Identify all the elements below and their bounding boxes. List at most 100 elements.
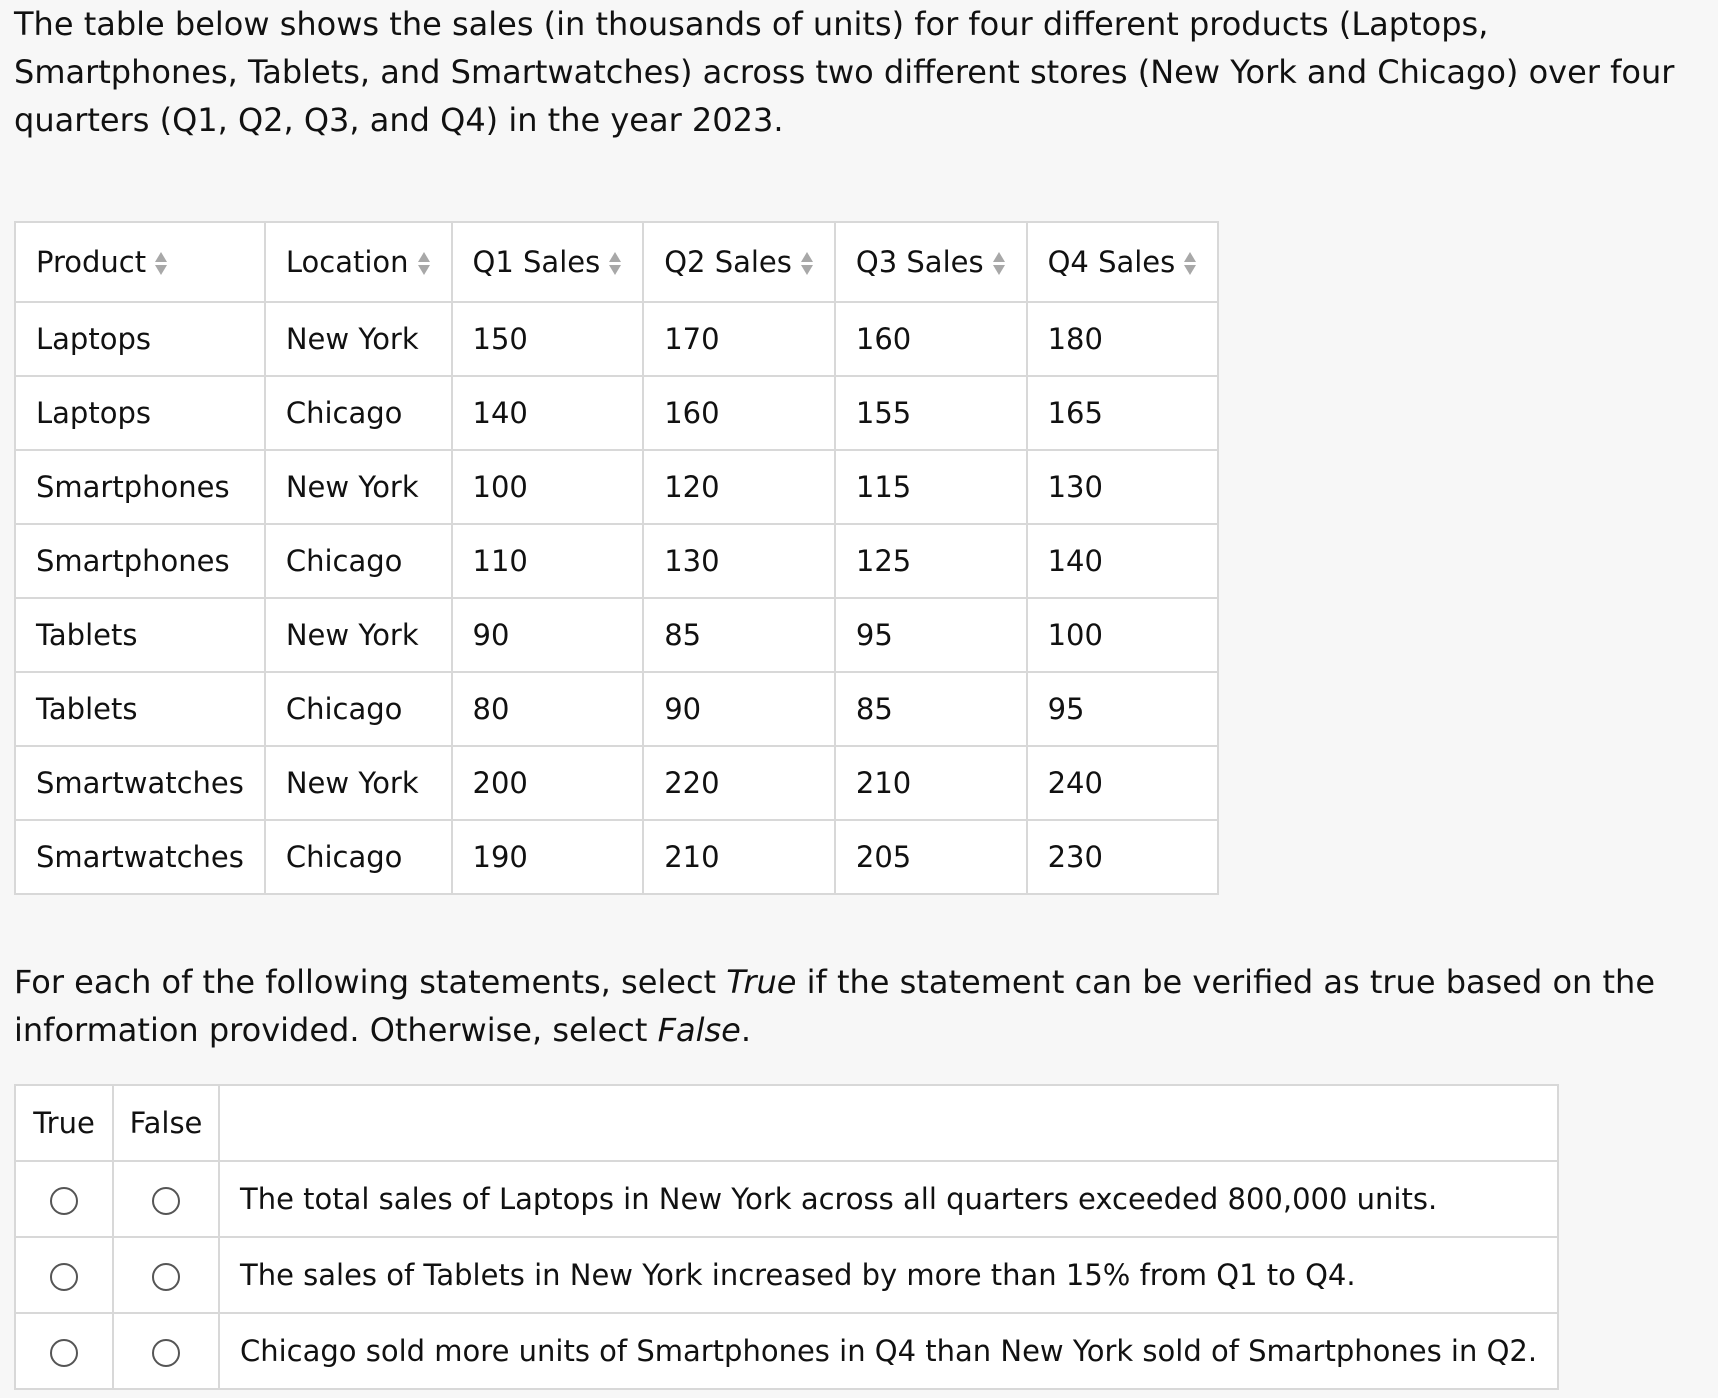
cell-q3-sales: 160 — [833, 301, 1028, 377]
statement-text: The total sales of Laptops in New York a… — [217, 1160, 1560, 1238]
cell-q2-sales: 160 — [642, 375, 836, 451]
false-radio-cell — [112, 1236, 220, 1314]
column-header-label: Location — [285, 245, 409, 279]
column-header-q1-sales[interactable]: Q1 Sales — [450, 221, 645, 303]
table-row: Smartwatches New York 200 220 210 240 — [14, 745, 1220, 821]
cell-product: Laptops — [14, 375, 266, 451]
cell-q3-sales: 125 — [833, 523, 1028, 599]
header-row: Product Location Q1 Sales Q2 Sales Q3 Sa… — [14, 221, 1220, 303]
true-radio[interactable] — [50, 1263, 78, 1291]
instructions-paragraph: For each of the following statements, se… — [14, 958, 1714, 1054]
table-row: Tablets Chicago 80 90 85 95 — [14, 671, 1220, 747]
intro-paragraph: The table below shows the sales (in thou… — [14, 5, 1675, 139]
cell-product: Tablets — [14, 597, 266, 673]
statement-text: The sales of Tablets in New York increas… — [217, 1236, 1560, 1314]
cell-q4-sales: 100 — [1025, 597, 1220, 673]
cell-q4-sales: 140 — [1025, 523, 1220, 599]
column-header-q3-sales[interactable]: Q3 Sales — [833, 221, 1028, 303]
sort-icon[interactable] — [608, 251, 622, 277]
cell-location: New York — [263, 301, 453, 377]
cell-product: Smartwatches — [14, 745, 266, 821]
false-column-header: False — [112, 1084, 220, 1162]
cell-q2-sales: 130 — [642, 523, 836, 599]
true-radio-cell — [14, 1236, 114, 1314]
instructions-prefix: For each of the following statements, se… — [14, 963, 727, 1001]
false-radio-cell — [112, 1312, 220, 1390]
cell-location: Chicago — [263, 671, 453, 747]
cell-product: Laptops — [14, 301, 266, 377]
false-radio[interactable] — [152, 1263, 180, 1291]
cell-q1-sales: 200 — [450, 745, 645, 821]
column-header-label: Q3 Sales — [855, 245, 984, 279]
cell-product: Smartphones — [14, 523, 266, 599]
cell-q4-sales: 95 — [1025, 671, 1220, 747]
true-radio-cell — [14, 1160, 114, 1238]
statement-text: Chicago sold more units of Smartphones i… — [217, 1312, 1560, 1390]
table-row: Smartphones Chicago 110 130 125 140 — [14, 523, 1220, 599]
false-radio[interactable] — [152, 1339, 180, 1367]
statement-row: Chicago sold more units of Smartphones i… — [14, 1312, 1560, 1390]
cell-q1-sales: 110 — [450, 523, 645, 599]
cell-location: New York — [263, 449, 453, 525]
cell-q3-sales: 210 — [833, 745, 1028, 821]
cell-q1-sales: 150 — [450, 301, 645, 377]
true-column-header: True — [14, 1084, 114, 1162]
cell-q4-sales: 130 — [1025, 449, 1220, 525]
cell-q4-sales: 230 — [1025, 819, 1220, 895]
column-header-q4-sales[interactable]: Q4 Sales — [1025, 221, 1220, 303]
cell-location: Chicago — [263, 819, 453, 895]
column-header-label: Product — [36, 245, 147, 279]
statement-column-header — [217, 1084, 1560, 1162]
true-false-table: True False The total sales of Laptops in… — [14, 1084, 1560, 1390]
true-radio-cell — [14, 1312, 114, 1390]
cell-q2-sales: 210 — [642, 819, 836, 895]
statement-row: The total sales of Laptops in New York a… — [14, 1160, 1560, 1238]
instructions-suffix: . — [740, 1011, 751, 1049]
column-header-label: Q2 Sales — [664, 245, 792, 279]
instructions-middle: if the statement can be verified as true… — [14, 963, 1655, 1049]
table-row: Laptops New York 150 170 160 180 — [14, 301, 1220, 377]
sort-icon[interactable] — [800, 251, 814, 277]
cell-product: Smartwatches — [14, 819, 266, 895]
cell-location: New York — [263, 745, 453, 821]
sort-icon[interactable] — [154, 251, 168, 277]
cell-location: Chicago — [263, 375, 453, 451]
cell-q2-sales: 170 — [642, 301, 836, 377]
instructions-false-word: False — [657, 1011, 741, 1049]
cell-q1-sales: 100 — [450, 449, 645, 525]
cell-product: Smartphones — [14, 449, 266, 525]
sort-icon[interactable] — [992, 251, 1006, 277]
cell-q4-sales: 240 — [1025, 745, 1220, 821]
cell-q4-sales: 165 — [1025, 375, 1220, 451]
cell-q2-sales: 120 — [642, 449, 836, 525]
column-header-label: Q4 Sales — [1047, 245, 1176, 279]
false-radio-cell — [112, 1160, 220, 1238]
true-radio[interactable] — [50, 1339, 78, 1367]
cell-product: Tablets — [14, 671, 266, 747]
table-row: Laptops Chicago 140 160 155 165 — [14, 375, 1220, 451]
table-row: Smartwatches Chicago 190 210 205 230 — [14, 819, 1220, 895]
cell-location: New York — [263, 597, 453, 673]
cell-q1-sales: 190 — [450, 819, 645, 895]
cell-q4-sales: 180 — [1025, 301, 1220, 377]
column-header-label: Q1 Sales — [472, 245, 601, 279]
statement-row: The sales of Tablets in New York increas… — [14, 1236, 1560, 1314]
false-radio[interactable] — [152, 1187, 180, 1215]
cell-q1-sales: 80 — [450, 671, 645, 747]
cell-q3-sales: 85 — [833, 671, 1028, 747]
cell-q1-sales: 140 — [450, 375, 645, 451]
column-header-location[interactable]: Location — [263, 221, 453, 303]
cell-q2-sales: 90 — [642, 671, 836, 747]
cell-q3-sales: 155 — [833, 375, 1028, 451]
cell-q2-sales: 85 — [642, 597, 836, 673]
cell-q3-sales: 115 — [833, 449, 1028, 525]
cell-q3-sales: 205 — [833, 819, 1028, 895]
cell-q3-sales: 95 — [833, 597, 1028, 673]
sort-icon[interactable] — [417, 251, 431, 277]
column-header-product[interactable]: Product — [14, 221, 266, 303]
cell-q1-sales: 90 — [450, 597, 645, 673]
sort-icon[interactable] — [1183, 251, 1197, 277]
true-radio[interactable] — [50, 1187, 78, 1215]
column-header-q2-sales[interactable]: Q2 Sales — [642, 221, 836, 303]
instructions-true-word: True — [726, 963, 797, 1001]
